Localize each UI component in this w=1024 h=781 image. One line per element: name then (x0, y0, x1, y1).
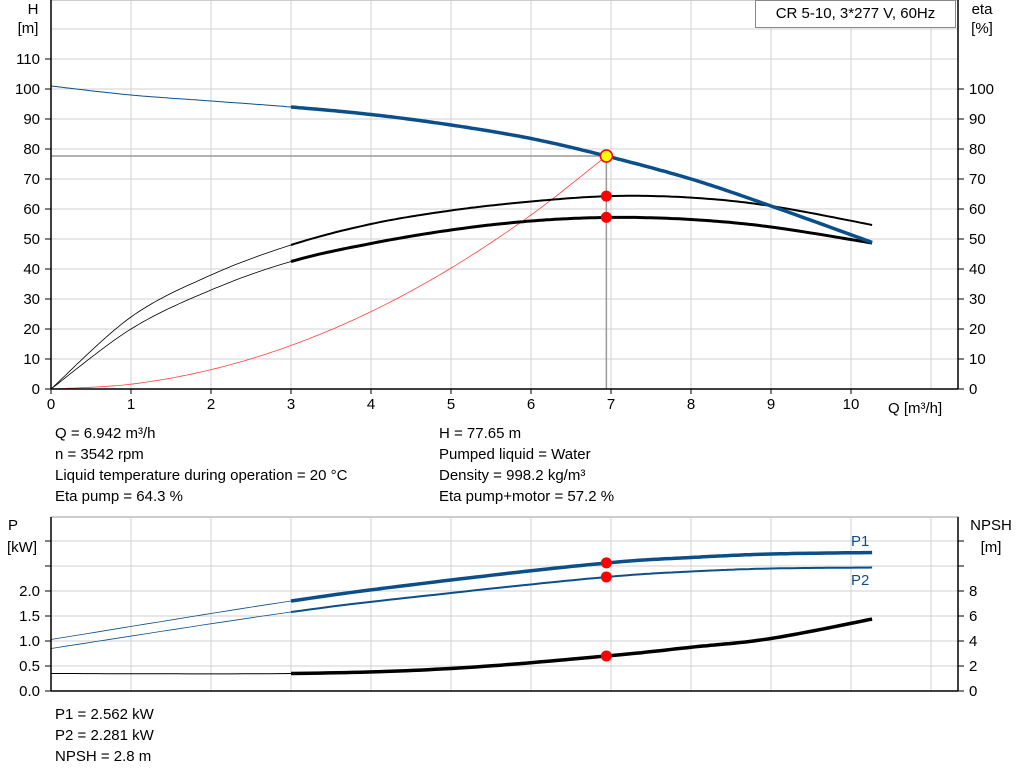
npsh-tick-label: 8 (969, 583, 977, 600)
npsh-curve-thick (290, 617, 873, 676)
npsh-tick-label: 2 (969, 658, 977, 675)
p-tick-label: 0.0 (19, 683, 40, 700)
x-tick-label: 6 (527, 396, 535, 413)
npsh-tick-label: 6 (969, 608, 977, 625)
h-tick-label: 20 (23, 321, 40, 338)
x-tick-label: 2 (207, 396, 215, 413)
info-temperature: Liquid temperature during operation = 20… (55, 467, 348, 484)
chart-marks (50, 85, 873, 676)
x-tick-label: 9 (767, 396, 775, 413)
x-tick-label: 4 (367, 396, 375, 413)
eta-pump-curve-thin (50, 244, 292, 390)
info-liquid: Pumped liquid = Water (439, 446, 591, 463)
top-grid (50, 0, 959, 390)
npsh-point (600, 650, 612, 662)
p2-series-label: P2 (851, 572, 869, 589)
eta-tick-label: 0 (969, 381, 977, 398)
eta-pump-curve-thick (290, 194, 873, 246)
x-tick-label: 5 (447, 396, 455, 413)
h-tick-label: 80 (23, 141, 40, 158)
eta-tick-label: 30 (969, 291, 986, 308)
x-tick-label: 10 (843, 396, 860, 413)
info-top-right: H = 77.65 m Pumped liquid = Water Densit… (439, 423, 614, 507)
eta-tick-label: 60 (969, 201, 986, 218)
eta-tick-label: 90 (969, 111, 986, 128)
info-speed: n = 3542 rpm (55, 446, 144, 463)
top-ylabel-left-2: [m] (18, 20, 39, 37)
top-ylabel-left-1: H (28, 1, 39, 18)
head-curve-thin (50, 85, 292, 108)
h-tick-label: 40 (23, 261, 40, 278)
info-top-left: Q = 6.942 m³/h n = 3542 rpm Liquid tempe… (55, 423, 347, 507)
p-tick-label: 1.5 (19, 608, 40, 625)
h-tick-label: 10 (23, 351, 40, 368)
p1-series-label: P1 (851, 533, 869, 550)
top-plot-area (50, 0, 959, 390)
info-eta-pump: Eta pump = 64.3 % (55, 488, 183, 505)
eta-tick-label: 100 (969, 81, 994, 98)
eta-tick-label: 70 (969, 171, 986, 188)
p-tick-label: 0.5 (19, 658, 40, 675)
info-flow: Q = 6.942 m³/h (55, 425, 156, 442)
h-tick-label: 100 (15, 81, 40, 98)
h-tick-label: 60 (23, 201, 40, 218)
x-axis-label: Q [m³/h] (888, 400, 942, 417)
head-curve-thick (290, 105, 873, 245)
h-tick-label: 90 (23, 111, 40, 128)
info-head: H = 77.65 m (439, 425, 522, 442)
eta-tick-label: 40 (969, 261, 986, 278)
p1-curve-thin (50, 600, 292, 640)
p1-point (600, 557, 612, 569)
info-density: Density = 998.2 kg/m³ (439, 467, 586, 484)
eta-pump-motor-curve-thin (50, 261, 292, 390)
p2-curve-thick (290, 566, 873, 613)
h-tick-label: 50 (23, 231, 40, 248)
operating-point (599, 149, 614, 163)
eta-tick-label: 20 (969, 321, 986, 338)
eta-pump-motor-point (600, 211, 612, 223)
system-curve (50, 157, 605, 390)
eta-tick-label: 80 (969, 141, 986, 158)
p2-curve-thin (50, 611, 292, 649)
axes: 0 1 2 3 4 5 6 7 8 9 100102030405060708090100110010… (15, 0, 994, 700)
info-eta-pump-motor: Eta pump+motor = 57.2 % (439, 488, 615, 505)
eta-tick-label: 50 (969, 231, 986, 248)
eta-tick-label: 10 (969, 351, 986, 368)
x-tick-label: 8 (687, 396, 695, 413)
npsh-tick-label: 0 (969, 683, 977, 700)
p2-point (600, 571, 612, 583)
bottom-ylabel-left-1: P (8, 517, 18, 534)
bottom-ylabel-right-2: [m] (981, 539, 1002, 556)
info-p2: P2 = 2.281 kW (55, 727, 154, 744)
p1-curve-thick (290, 550, 873, 603)
eta-pump-point (600, 190, 612, 202)
p-tick-label: 2.0 (19, 583, 40, 600)
chart-title: CR 5-10, 3*277 V, 60Hz (755, 0, 956, 28)
info-npsh: NPSH = 2.8 m (55, 748, 152, 765)
h-tick-label: 70 (23, 171, 40, 188)
npsh-tick-label: 4 (969, 633, 977, 650)
x-tick-label: 1 (127, 396, 135, 413)
bottom-ylabel-right-1: NPSH (970, 517, 1012, 534)
bottom-ylabel-left-2: [kW] (7, 539, 37, 556)
p-tick-label: 1.0 (19, 633, 40, 650)
x-tick-label: 7 (607, 396, 615, 413)
h-tick-label: 110 (16, 51, 40, 68)
bottom-plot-area (50, 516, 959, 692)
top-ylabel-right-1: eta (972, 1, 994, 18)
h-tick-label: 0 (32, 381, 40, 398)
info-bottom: P1 = 2.562 kW P2 = 2.281 kW NPSH = 2.8 m (55, 704, 154, 767)
eta-pump-motor-curve-thick (290, 215, 873, 263)
x-tick-label: 0 (47, 396, 55, 413)
x-tick-label: 3 (287, 396, 295, 413)
h-tick-label: 30 (23, 291, 40, 308)
top-ylabel-right-2: [%] (971, 20, 993, 37)
info-p1: P1 = 2.562 kW (55, 706, 154, 723)
